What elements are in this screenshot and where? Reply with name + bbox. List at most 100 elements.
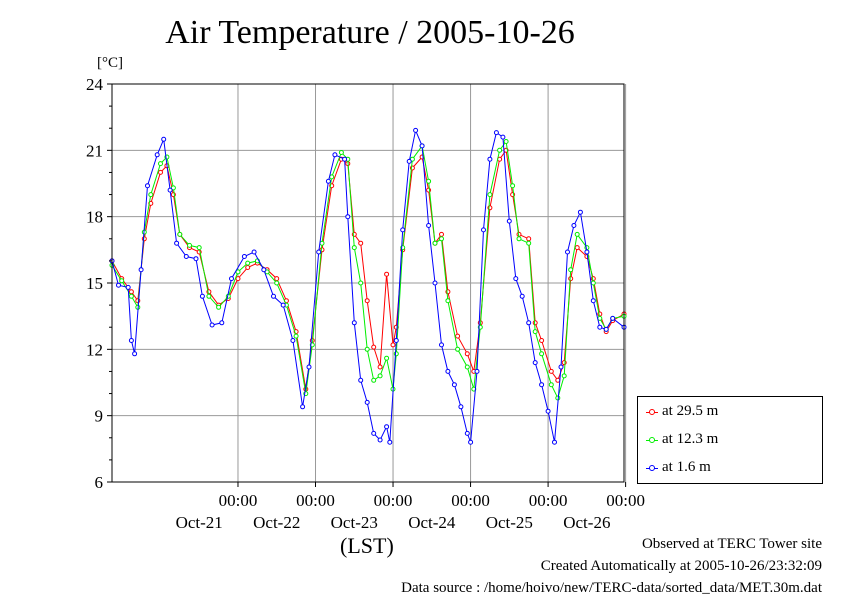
data-point bbox=[439, 342, 444, 348]
data-point bbox=[358, 377, 364, 383]
data-point bbox=[548, 368, 554, 374]
data-point bbox=[167, 187, 173, 193]
data-point bbox=[342, 156, 348, 162]
y-tick-label: 24 bbox=[86, 75, 104, 94]
legend-label: at 1.6 m bbox=[662, 459, 711, 475]
legend-label: at 12.3 m bbox=[662, 431, 719, 447]
data-point bbox=[132, 351, 138, 357]
x-tick-date-label: Oct-24 bbox=[408, 513, 456, 532]
data-point bbox=[290, 338, 296, 343]
data-point bbox=[377, 364, 383, 370]
data-point bbox=[128, 293, 134, 299]
data-point bbox=[493, 130, 499, 136]
data-point bbox=[568, 267, 574, 273]
data-point bbox=[384, 271, 390, 277]
data-point bbox=[519, 293, 525, 299]
data-point bbox=[458, 404, 464, 410]
data-point bbox=[351, 320, 357, 326]
data-point bbox=[445, 298, 451, 304]
data-point bbox=[584, 249, 590, 255]
y-tick-label: 15 bbox=[86, 274, 103, 293]
y-tick-label: 12 bbox=[86, 340, 103, 359]
data-point bbox=[193, 256, 199, 262]
y-tick-label: 6 bbox=[95, 473, 104, 492]
data-point bbox=[439, 231, 444, 237]
plot-series bbox=[109, 127, 627, 445]
data-point bbox=[377, 373, 383, 379]
x-tick-time-label: 00:00 bbox=[451, 491, 490, 510]
data-point bbox=[539, 338, 545, 343]
data-point bbox=[371, 377, 377, 383]
data-point bbox=[574, 245, 580, 251]
data-point bbox=[358, 240, 364, 246]
data-point bbox=[274, 280, 280, 286]
data-point bbox=[138, 267, 144, 273]
data-point bbox=[526, 236, 532, 242]
data-point bbox=[532, 360, 538, 366]
data-point bbox=[487, 192, 493, 198]
data-point bbox=[390, 342, 396, 348]
footer-created: Created Automatically at 2005-10-26/23:3… bbox=[540, 558, 822, 574]
data-point bbox=[545, 408, 551, 414]
data-point bbox=[526, 240, 532, 246]
data-point bbox=[345, 214, 351, 220]
legend-swatch-1-6m bbox=[646, 465, 658, 471]
data-point bbox=[271, 293, 276, 299]
data-point bbox=[116, 282, 121, 288]
data-point bbox=[235, 269, 241, 275]
legend-label: at 29.5 m bbox=[662, 403, 719, 419]
data-point bbox=[125, 284, 131, 290]
data-point bbox=[187, 242, 192, 248]
data-point bbox=[426, 223, 432, 228]
data-point bbox=[377, 437, 383, 443]
data-point bbox=[548, 382, 554, 388]
data-point bbox=[532, 329, 538, 335]
data-point bbox=[406, 158, 412, 164]
data-point bbox=[229, 276, 234, 282]
data-point bbox=[199, 293, 205, 299]
x-tick-time-label: 00:00 bbox=[529, 491, 568, 510]
data-point bbox=[219, 320, 225, 326]
data-point bbox=[464, 430, 470, 436]
data-point bbox=[158, 161, 163, 167]
data-point bbox=[610, 315, 616, 321]
data-point bbox=[148, 192, 154, 198]
x-axis: 00:00 Oct-21 00:00 Oct-22 00:00 Oct-23 00:00 Oc… bbox=[176, 482, 645, 532]
data-point bbox=[338, 150, 344, 155]
data-point bbox=[455, 346, 461, 352]
data-point bbox=[439, 236, 444, 242]
data-point bbox=[487, 156, 493, 162]
data-point bbox=[445, 368, 451, 374]
legend-swatch-12-3m bbox=[646, 437, 658, 443]
data-point bbox=[316, 249, 322, 255]
x-tick-date-label: Oct-22 bbox=[253, 513, 300, 532]
data-point bbox=[500, 134, 506, 140]
data-point bbox=[432, 240, 438, 246]
data-point bbox=[400, 227, 406, 233]
data-point bbox=[451, 382, 457, 388]
data-point bbox=[209, 322, 215, 328]
data-point bbox=[261, 267, 267, 273]
data-point bbox=[364, 346, 370, 352]
data-point bbox=[384, 424, 390, 430]
data-point bbox=[419, 143, 425, 149]
data-point bbox=[332, 152, 338, 158]
data-point bbox=[555, 377, 561, 383]
data-point bbox=[371, 430, 377, 436]
data-point bbox=[552, 439, 557, 445]
x-tick-time-label: 00:00 bbox=[296, 491, 335, 510]
x-tick-date-label: Oct-23 bbox=[331, 513, 378, 532]
data-point bbox=[183, 254, 189, 259]
data-point bbox=[216, 304, 222, 310]
data-point bbox=[161, 136, 167, 142]
data-point bbox=[364, 298, 370, 304]
series-2 bbox=[109, 139, 627, 401]
data-point bbox=[539, 382, 545, 388]
data-point bbox=[245, 260, 251, 266]
x-tick-time-label: 00:00 bbox=[219, 491, 258, 510]
y-unit-label: [°C] bbox=[97, 55, 123, 71]
data-point bbox=[170, 185, 176, 191]
y-tick-label: 21 bbox=[86, 141, 103, 160]
footer-site: Observed at TERC Tower site bbox=[641, 536, 822, 552]
